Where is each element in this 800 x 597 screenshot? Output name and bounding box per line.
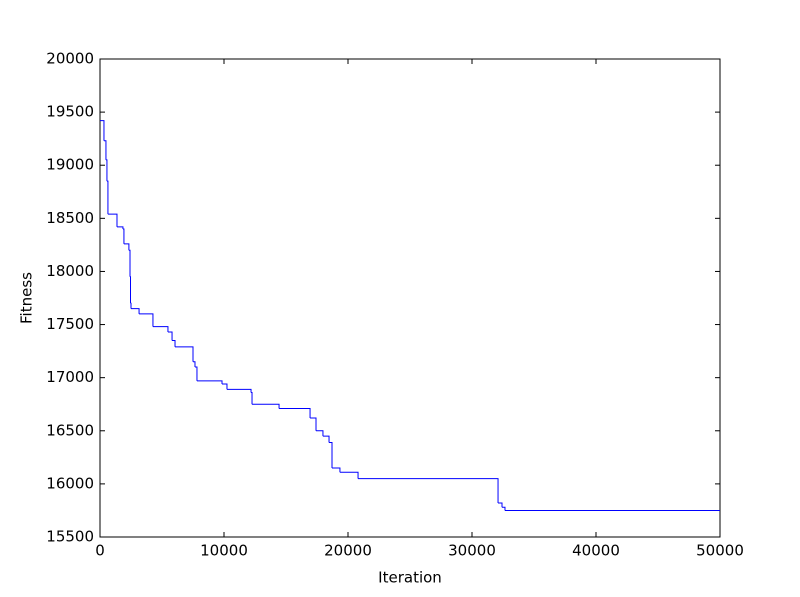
line-step	[251, 392, 253, 405]
line-step	[196, 380, 223, 385]
y-tick-label: 18000	[46, 262, 94, 280]
x-axis-label: Iteration	[378, 569, 442, 587]
y-tick-label: 19000	[46, 156, 94, 174]
x-tick-label: 40000	[572, 542, 620, 560]
line-step	[279, 407, 311, 419]
y-tick-label: 17500	[46, 315, 94, 333]
line-step	[194, 366, 198, 381]
line-step	[193, 361, 196, 368]
x-tick-label: 30000	[448, 542, 496, 560]
line-step	[316, 430, 324, 437]
line-step	[310, 417, 317, 431]
line-step	[175, 346, 194, 362]
y-tick-label: 15500	[46, 528, 94, 546]
y-axis-label: Fitness	[18, 272, 36, 324]
line-step	[116, 226, 124, 229]
y-tick-label: 20000	[46, 50, 94, 68]
line-step	[131, 308, 140, 314]
line-step	[222, 383, 228, 390]
line-step	[329, 441, 333, 468]
line-step	[252, 403, 280, 409]
line-step	[103, 140, 107, 160]
line-step	[226, 388, 252, 393]
line-step	[152, 326, 169, 332]
line-step	[100, 120, 105, 141]
x-tick-label: 50000	[696, 542, 744, 560]
line-step	[122, 228, 125, 244]
line-step	[106, 180, 109, 215]
y-tick-label: 16000	[46, 474, 94, 492]
line-step	[332, 467, 341, 473]
line-step	[322, 435, 330, 443]
y-tick-label: 19500	[46, 103, 94, 121]
y-tick-label: 17000	[46, 368, 94, 386]
line-step	[123, 243, 130, 251]
line-step	[107, 213, 118, 227]
line-step	[167, 331, 173, 341]
line-step	[172, 339, 176, 347]
line-step	[498, 502, 503, 508]
x-tick-label: 10000	[200, 542, 248, 560]
x-tick-label: 20000	[324, 542, 372, 560]
line-step	[339, 471, 359, 479]
y-tick-label: 16500	[46, 421, 94, 439]
line-step	[105, 159, 108, 182]
line-step	[502, 506, 506, 511]
line-step	[139, 313, 154, 327]
x-tick-label: 0	[95, 542, 105, 560]
line-step	[358, 478, 499, 504]
line-step	[128, 249, 131, 277]
y-tick-label: 18500	[46, 209, 94, 227]
plot-frame	[99, 58, 721, 538]
